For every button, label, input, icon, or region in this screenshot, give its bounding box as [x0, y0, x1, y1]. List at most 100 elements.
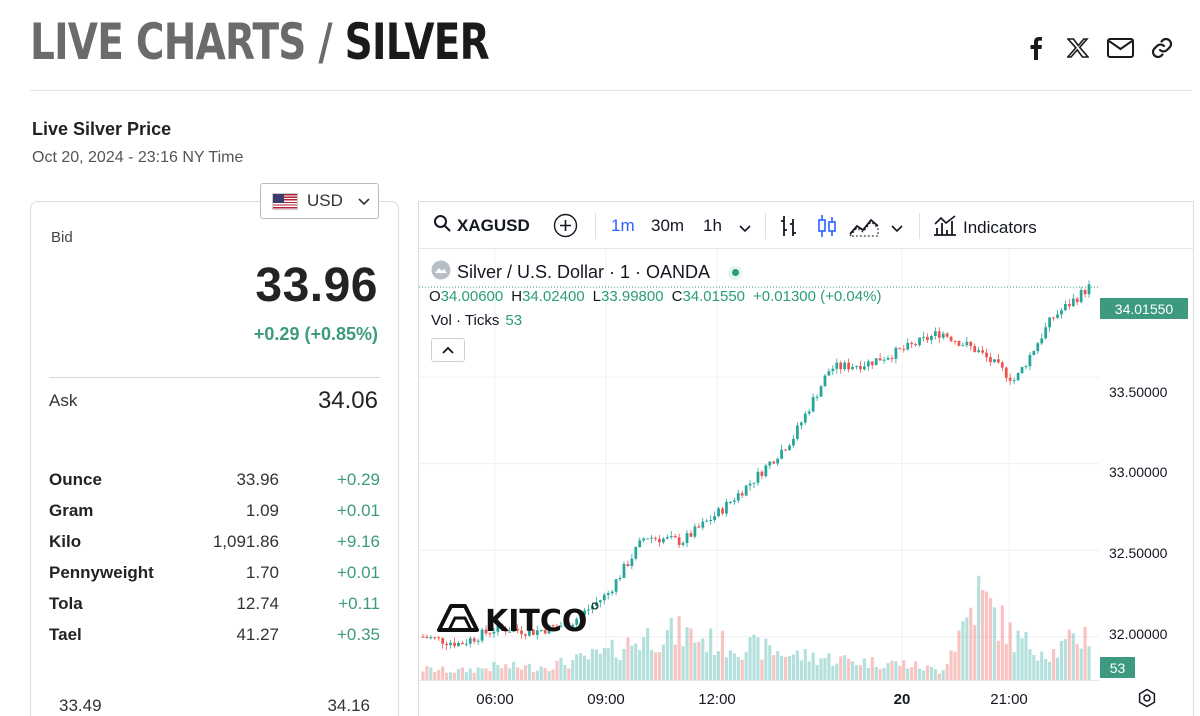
volume-bar — [933, 669, 937, 680]
volume-bar — [819, 658, 823, 680]
candle-body — [717, 508, 720, 517]
volume-bar — [992, 607, 997, 680]
candle-body — [697, 526, 701, 528]
collapse-legend-button[interactable] — [431, 338, 465, 362]
chart-legend-text: Silver / U.S. Dollar · 1 · OANDA — [457, 262, 711, 282]
candle-body — [520, 630, 523, 635]
candle-body — [606, 593, 610, 595]
volume-bar — [653, 652, 658, 680]
ohlc-legend: O34.00600 H34.02400 L33.99800 C34.01550 +0.0… — [429, 288, 889, 305]
volume-bar — [740, 659, 744, 680]
unit-value: 1,091.86 — [212, 531, 279, 551]
candle-body — [602, 594, 606, 601]
toolbar-separator — [595, 213, 596, 239]
candle-body — [957, 341, 961, 346]
chart-settings-button[interactable] — [1137, 688, 1157, 713]
candle-body — [646, 538, 649, 540]
volume-bar — [535, 670, 539, 680]
volume-bar — [669, 617, 673, 680]
volume-bar — [685, 627, 689, 680]
gear-icon — [1137, 688, 1157, 712]
indicators-button[interactable]: Indicators — [933, 214, 1037, 241]
page-title-prefix: LIVE CHARTS / — [30, 13, 345, 71]
card-divider — [49, 377, 380, 378]
volume-bar — [941, 670, 945, 680]
silver-symbol-icon — [431, 260, 451, 285]
volume-bar — [1051, 648, 1056, 680]
candle-chart-type-button[interactable] — [817, 214, 837, 243]
volume-bar — [437, 670, 441, 680]
volume-bar — [468, 668, 472, 680]
price-chart[interactable] — [419, 250, 1099, 680]
interval-1m-button[interactable]: 1m — [611, 216, 635, 235]
time-axis[interactable]: 06:00 09:00 12:00 20 21:00 — [419, 680, 1099, 716]
currency-select[interactable]: USD — [260, 183, 379, 219]
currency-value: USD — [307, 191, 343, 210]
volume-bar — [701, 638, 705, 680]
candle-body — [433, 637, 437, 639]
interval-dropdown[interactable] — [739, 218, 751, 238]
volume-bar — [921, 670, 926, 680]
volume-bar — [433, 671, 437, 680]
volume-bar — [984, 591, 989, 680]
volume-bar — [961, 621, 965, 680]
candle-body — [658, 538, 661, 543]
volume-bar — [1079, 648, 1083, 680]
share-icons — [1022, 34, 1176, 62]
volume-bar — [1016, 630, 1020, 680]
volume-bar — [1083, 626, 1087, 680]
candle-body — [705, 520, 709, 522]
chevron-down-icon — [739, 218, 751, 238]
candle-body — [725, 501, 728, 514]
mail-icon[interactable] — [1106, 34, 1134, 62]
volume-bar — [787, 655, 792, 680]
candle-body — [926, 336, 929, 341]
bid-label: Bid — [51, 229, 73, 246]
chart-type-dropdown[interactable] — [891, 218, 903, 238]
bid-change: +0.29 (+0.85%) — [253, 324, 378, 344]
candle-body — [421, 636, 425, 638]
interval-1h-button[interactable]: 1h — [703, 216, 722, 235]
x-icon[interactable] — [1064, 34, 1092, 62]
volume-bar — [1020, 638, 1024, 680]
volume-bar — [586, 659, 591, 680]
bar-chart-type-button[interactable] — [779, 214, 799, 243]
candle-body — [1020, 367, 1024, 374]
area-icon — [848, 214, 879, 243]
candle-body — [847, 362, 850, 370]
volume-bar — [689, 628, 693, 680]
candle-body — [500, 623, 504, 628]
area-chart-type-button[interactable] — [848, 214, 879, 243]
facebook-icon[interactable] — [1022, 34, 1050, 62]
day-range-low: 33.49 — [59, 696, 102, 715]
volume-bar — [1044, 658, 1048, 680]
volume-bar — [642, 637, 646, 680]
volume-bar — [937, 673, 941, 680]
candle-body — [567, 622, 571, 628]
candle-body — [1087, 284, 1091, 295]
candle-body — [819, 386, 823, 397]
symbol-search[interactable]: XAGUSD — [433, 214, 530, 237]
link-icon[interactable] — [1148, 34, 1176, 62]
compare-symbol-button[interactable] — [553, 213, 578, 243]
candle-body — [488, 633, 492, 635]
volume-bar — [567, 668, 571, 680]
volume-bar — [917, 668, 922, 680]
interval-30m-button[interactable]: 30m — [651, 216, 685, 235]
candle-body — [914, 344, 917, 346]
candle-body — [965, 341, 969, 346]
candle-body — [1040, 338, 1044, 344]
volume-bar — [783, 656, 788, 680]
candle-body — [803, 413, 807, 423]
volume-bar — [795, 650, 799, 680]
candle-body — [776, 458, 780, 464]
candle-body — [579, 614, 582, 619]
unit-name: Kilo — [49, 531, 82, 551]
volume-bar — [850, 661, 855, 680]
candle-body — [677, 537, 681, 545]
candle-body — [535, 630, 539, 635]
volume-bar — [705, 651, 709, 680]
candle-body — [827, 371, 831, 376]
candle-body — [736, 493, 740, 501]
candle-body — [531, 629, 535, 635]
